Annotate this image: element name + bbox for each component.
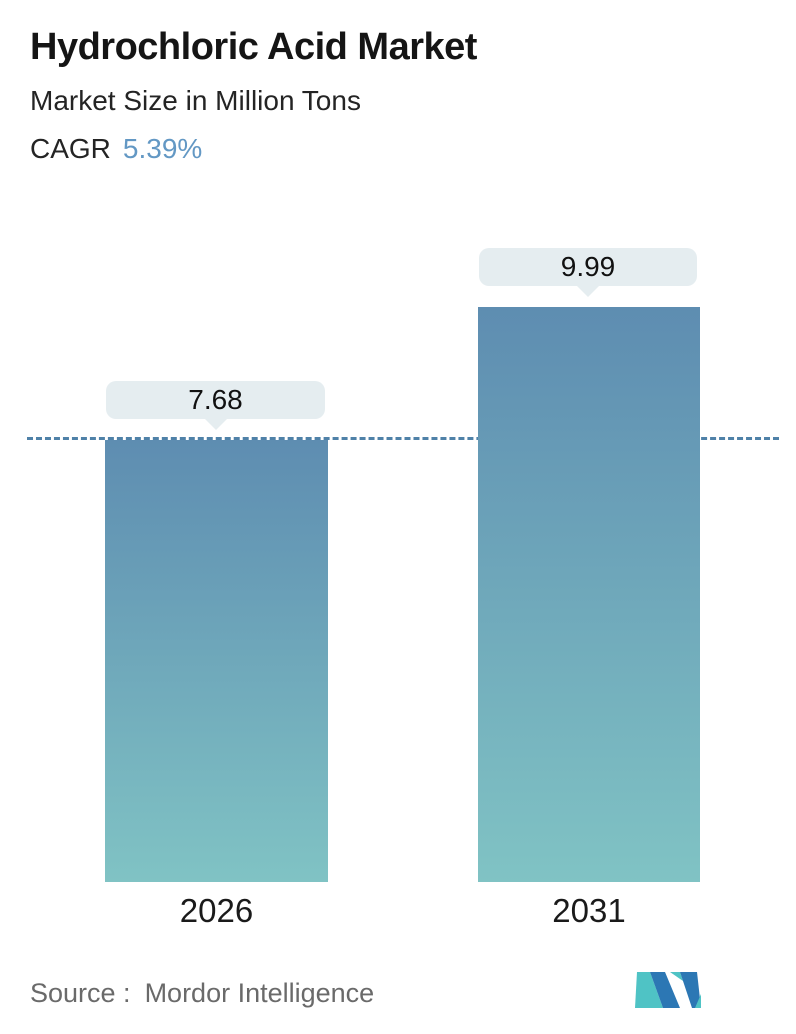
source-value: Mordor Intelligence [144,978,375,1008]
callout-tail-icon [203,418,228,430]
callout-tail-icon [576,285,600,297]
page-title: Hydrochloric Acid Market [30,26,477,68]
cagr-value: 5.39% [122,133,203,164]
x-axis-label-2031: 2031 [552,892,626,929]
source-line: Source : Mordor Intelligence [30,978,374,1009]
bar-group-2026: 7.68 2026 [105,230,328,929]
value-callout-2026: 7.68 [106,381,325,430]
source-label: Source : [30,978,131,1008]
value-label-2026: 7.68 [188,384,243,415]
reference-dashed-line [27,437,779,440]
bar-chart: 7.68 2026 9.99 2031 [0,230,796,929]
bar-2031 [478,307,700,882]
bar-2026 [105,440,328,882]
x-axis-label-2026: 2026 [179,892,254,929]
chart-header: Hydrochloric Acid Market Market Size in … [30,24,477,166]
chart-subtitle: Market Size in Million Tons [30,85,361,116]
cagr-line: CAGR 5.39% [30,132,477,166]
value-callout-2031: 9.99 [479,248,697,297]
cagr-label: CAGR [30,133,111,164]
mordor-intelligence-logo [635,972,701,1008]
value-label-2031: 9.99 [560,251,616,282]
bar-group-2031: 9.99 2031 [478,230,700,929]
